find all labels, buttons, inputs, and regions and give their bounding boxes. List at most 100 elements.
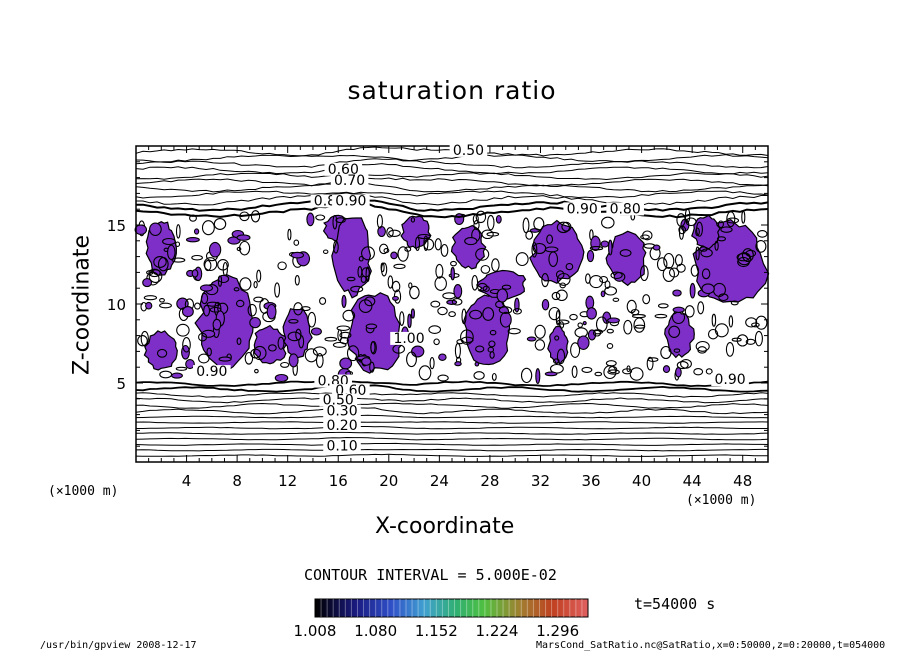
contour-speckle <box>487 346 495 353</box>
contour-speckle <box>200 292 209 305</box>
contour-speckle <box>148 268 161 278</box>
contour-speckle <box>185 237 200 243</box>
contour-speckle <box>423 235 429 251</box>
contour-label-bg <box>711 373 749 386</box>
contour-speckle <box>680 359 692 369</box>
contour-speckle <box>534 324 546 339</box>
contour-speckle <box>450 260 457 267</box>
contour-speckle <box>253 296 264 303</box>
contour-speckle <box>544 371 558 377</box>
contour-speckle <box>306 212 315 227</box>
contour-speckle <box>569 313 578 321</box>
x-tick-label: 28 <box>480 472 499 490</box>
contour-speckle <box>601 216 615 229</box>
contour-speckle <box>361 357 372 366</box>
contour-speckle <box>589 275 604 289</box>
contour-speckle <box>208 241 222 258</box>
contour-speckle <box>239 277 252 291</box>
contour-speckle <box>714 240 719 251</box>
contour-speckle <box>346 345 360 362</box>
contour-speckle <box>392 295 399 301</box>
contour-speckle <box>695 340 710 352</box>
contour-speckle <box>460 329 474 345</box>
contour-speckle <box>642 294 651 305</box>
x-tick-label: 44 <box>683 472 702 490</box>
contour-speckle <box>341 294 347 308</box>
contour-speckle <box>606 343 614 349</box>
contour-speckle <box>236 337 242 346</box>
shaded-region <box>346 292 407 374</box>
contour-speckle <box>629 367 644 381</box>
contour-speckle <box>448 311 456 318</box>
contour-speckle <box>440 243 449 257</box>
contour-speckle <box>290 251 305 259</box>
colorbar-label: 1.152 <box>415 622 458 640</box>
contour-speckle <box>546 234 554 245</box>
contour-speckle <box>623 319 633 335</box>
contour-label: 0.20 <box>326 418 357 434</box>
contour-line <box>136 192 768 206</box>
contour-speckle <box>148 269 163 283</box>
contour-speckle <box>605 360 617 367</box>
contour-speckle <box>633 317 646 333</box>
contour-line <box>135 177 769 187</box>
contour-speckle <box>239 240 251 256</box>
contour-line <box>136 425 768 430</box>
contour-speckle <box>541 273 549 288</box>
contour-line <box>135 442 769 446</box>
contour-speckle <box>652 244 661 251</box>
contour-line <box>135 431 769 435</box>
contour-speckle <box>429 356 435 370</box>
contour-speckle <box>755 315 768 330</box>
contour-label-bg <box>323 404 361 418</box>
contour-line <box>135 201 769 219</box>
contour-speckle <box>525 230 534 240</box>
contour-speckle <box>159 298 165 303</box>
contour-speckle <box>201 220 215 236</box>
contour-speckle <box>175 241 181 247</box>
contour-speckle <box>554 335 560 341</box>
contour-speckle <box>741 248 754 263</box>
contour-speckle <box>274 282 281 298</box>
contour-speckle <box>475 247 490 261</box>
contour-speckle <box>673 348 681 353</box>
contour-interval-label: CONTOUR INTERVAL = 5.000E-02 <box>304 566 557 584</box>
contour-speckle <box>654 313 668 319</box>
contour-speckle <box>339 331 352 339</box>
contour-speckle <box>249 316 261 329</box>
contour-speckle <box>253 345 267 361</box>
shaded-region <box>547 325 569 366</box>
contour-speckle <box>274 373 289 383</box>
contour-speckle <box>277 336 285 350</box>
contour-speckle <box>446 299 458 305</box>
contour-speckle <box>606 328 614 334</box>
contour-speckle <box>410 308 415 319</box>
contour-speckle <box>159 302 172 309</box>
contour-speckle <box>206 301 220 307</box>
contour-speckle <box>473 371 485 380</box>
contour-speckle <box>294 275 300 286</box>
contour-speckle <box>406 351 417 368</box>
contour-label: 0.50 <box>453 143 484 159</box>
contour-speckle <box>293 302 303 316</box>
contour-speckle <box>544 246 559 253</box>
contour-speckle <box>491 258 500 272</box>
contour-speckle <box>642 230 653 241</box>
contour-speckle <box>339 357 353 370</box>
contour-label: 0.70 <box>334 173 365 189</box>
contour-speckle <box>203 257 218 272</box>
contour-speckle <box>607 317 620 324</box>
contour-label-bg <box>324 162 363 176</box>
contour-speckle <box>342 309 356 322</box>
contour-speckle <box>433 338 440 346</box>
contour-speckle <box>310 327 322 336</box>
y-tick-label: 15 <box>107 217 126 235</box>
contour-speckle <box>134 224 148 235</box>
contour-line <box>135 172 769 181</box>
colorbar-label: 1.008 <box>294 622 337 640</box>
contour-speckle <box>481 229 494 240</box>
contour-speckle <box>256 269 262 283</box>
contour-speckle <box>307 311 317 328</box>
contour-speckle <box>181 306 194 318</box>
contour-speckle <box>610 271 623 280</box>
